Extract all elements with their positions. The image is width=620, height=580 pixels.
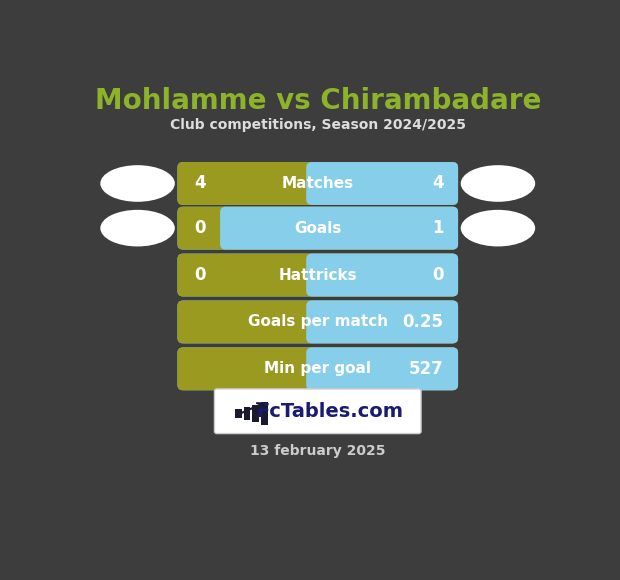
- Bar: [261, 403, 268, 425]
- FancyBboxPatch shape: [177, 162, 458, 205]
- FancyBboxPatch shape: [177, 253, 458, 296]
- Text: 527: 527: [409, 360, 444, 378]
- FancyBboxPatch shape: [306, 162, 458, 205]
- Text: 4: 4: [194, 175, 205, 193]
- Ellipse shape: [100, 165, 175, 202]
- Text: Mohlamme vs Chirambadare: Mohlamme vs Chirambadare: [95, 87, 541, 115]
- Text: 0: 0: [432, 266, 444, 284]
- FancyBboxPatch shape: [306, 253, 458, 296]
- FancyBboxPatch shape: [177, 300, 458, 343]
- FancyBboxPatch shape: [177, 347, 458, 390]
- Ellipse shape: [461, 210, 535, 246]
- FancyBboxPatch shape: [177, 206, 458, 249]
- Bar: [252, 405, 259, 422]
- FancyBboxPatch shape: [177, 162, 458, 205]
- Text: 0: 0: [194, 266, 205, 284]
- Text: Hattricks: Hattricks: [278, 267, 357, 282]
- Text: Club competitions, Season 2024/2025: Club competitions, Season 2024/2025: [170, 118, 466, 132]
- Text: 13 february 2025: 13 february 2025: [250, 444, 386, 458]
- Text: Goals per match: Goals per match: [247, 314, 388, 329]
- FancyBboxPatch shape: [215, 389, 421, 434]
- Text: Goals: Goals: [294, 220, 342, 235]
- FancyBboxPatch shape: [177, 347, 458, 390]
- Text: 4: 4: [432, 175, 444, 193]
- FancyBboxPatch shape: [306, 347, 458, 390]
- FancyBboxPatch shape: [177, 253, 458, 296]
- Ellipse shape: [100, 210, 175, 246]
- FancyBboxPatch shape: [177, 300, 458, 343]
- Ellipse shape: [461, 165, 535, 202]
- Text: 0: 0: [194, 219, 205, 237]
- Bar: [235, 409, 242, 418]
- FancyBboxPatch shape: [306, 300, 458, 343]
- Text: Matches: Matches: [281, 176, 354, 191]
- Text: FcTables.com: FcTables.com: [256, 402, 403, 420]
- Text: Min per goal: Min per goal: [264, 361, 371, 376]
- Text: 1: 1: [432, 219, 444, 237]
- FancyBboxPatch shape: [177, 206, 458, 249]
- FancyBboxPatch shape: [220, 206, 458, 249]
- Bar: [244, 407, 250, 420]
- Text: 0.25: 0.25: [402, 313, 444, 331]
